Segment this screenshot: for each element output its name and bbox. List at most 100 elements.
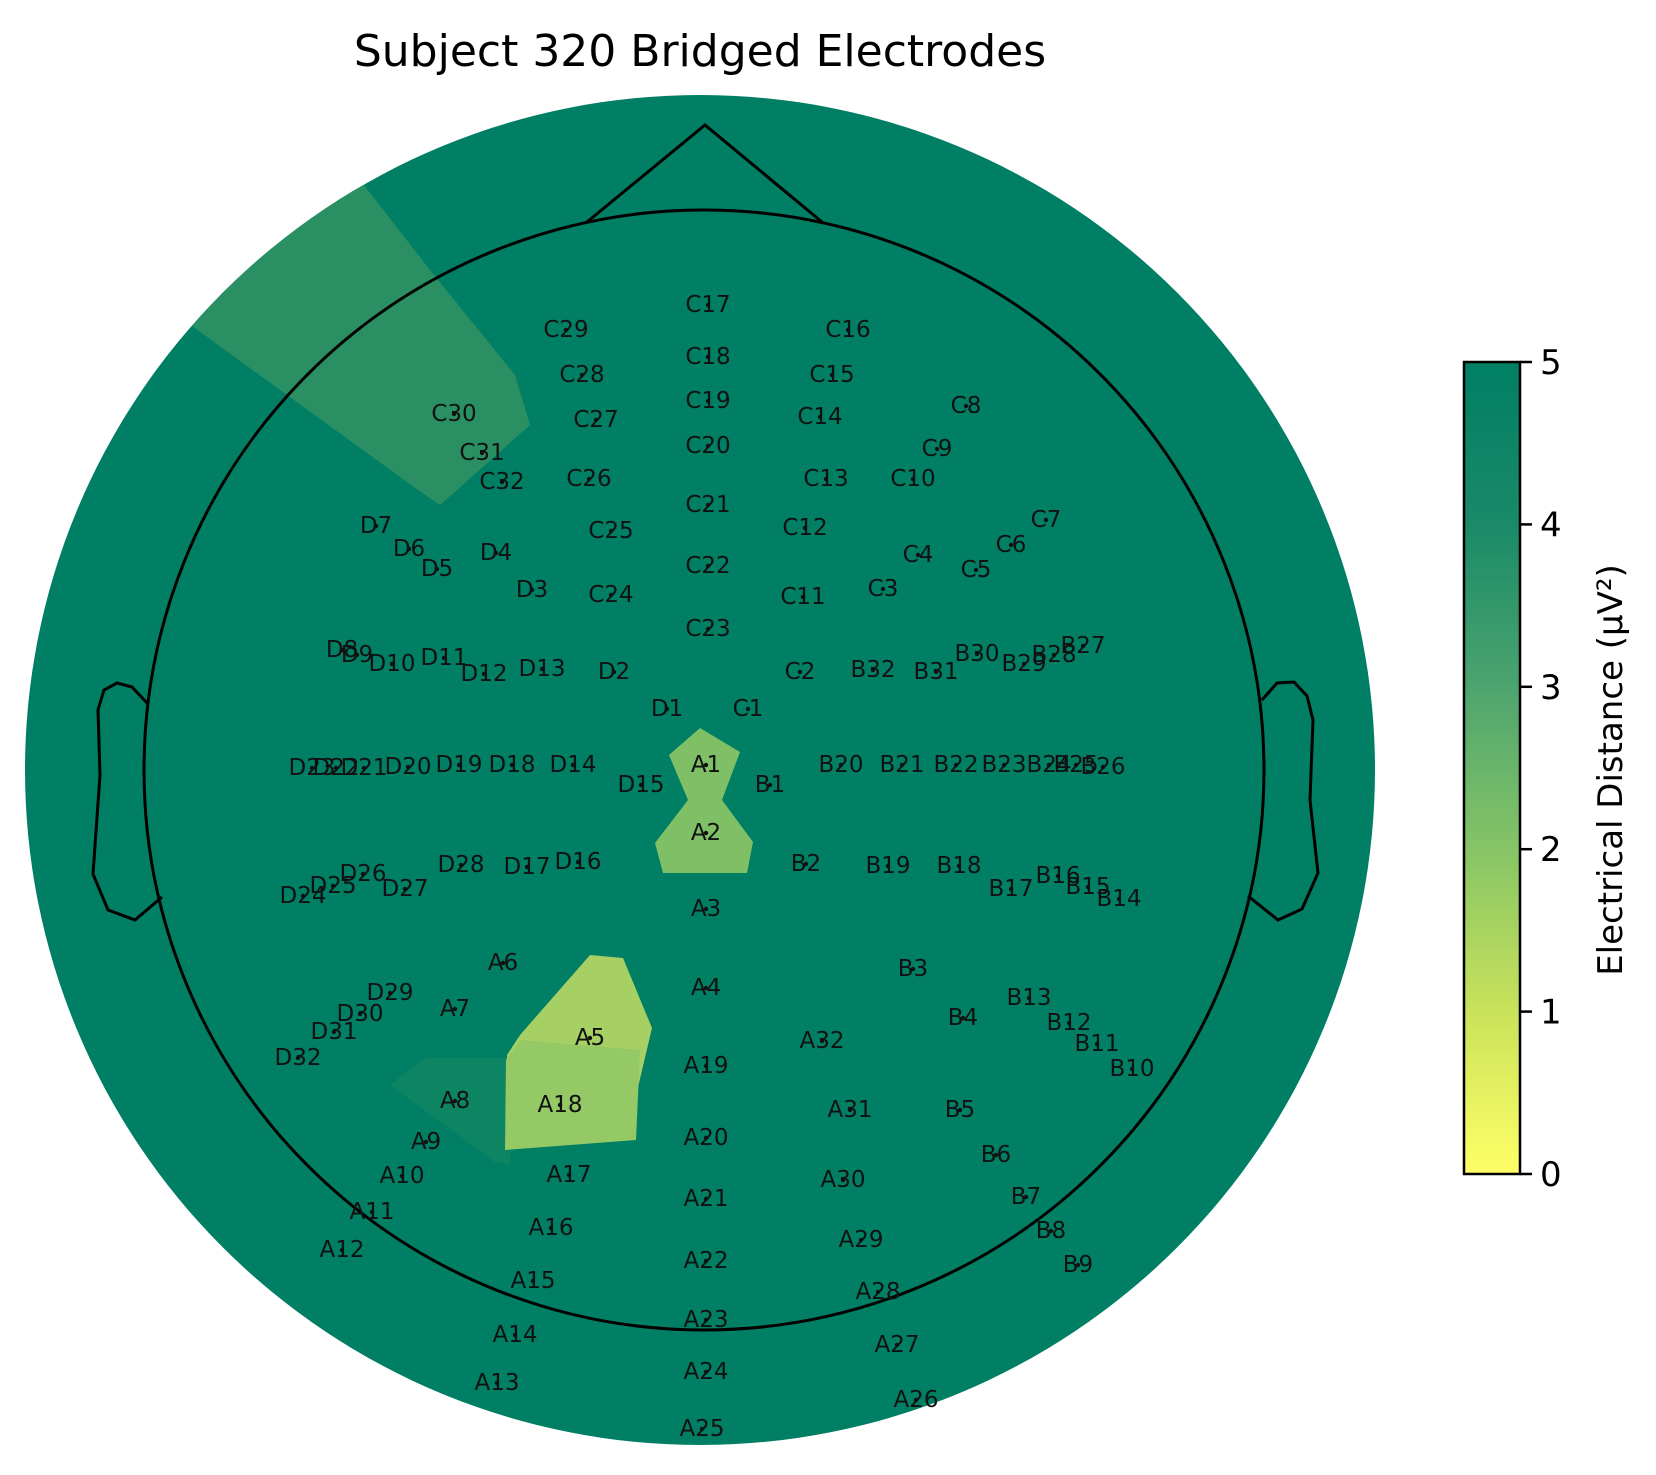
electrode-label: C29 [543, 317, 588, 343]
electrode-label: A16 [528, 1215, 573, 1241]
electrode-label: C10 [890, 466, 935, 492]
electrode-label: D21 [341, 755, 388, 781]
electrode-dot [933, 669, 939, 675]
electrode-label: D14 [550, 752, 597, 778]
electrode-dot [500, 960, 506, 966]
electrode-label: B4 [948, 1005, 978, 1031]
electrode-b25: B25 [1053, 752, 1098, 778]
electrode-label: D23 [289, 755, 336, 781]
electrode-c11: C11 [780, 584, 825, 610]
electrode-c17: C17 [685, 292, 730, 318]
electrode-label: D11 [421, 645, 468, 671]
electrode-dot [817, 414, 823, 420]
electrode-a12: A12 [319, 1237, 364, 1263]
electrode-a1: A1 [691, 752, 721, 778]
electrode-d21: D21 [341, 755, 388, 781]
electrode-label: C2 [785, 659, 816, 685]
electrode-dot [802, 525, 808, 531]
electrode-dot [539, 666, 545, 672]
electrode-dot [910, 966, 916, 972]
electrode-dot [330, 883, 336, 889]
electrode-a26: A26 [893, 1387, 938, 1413]
electrode-label: A12 [319, 1237, 364, 1263]
electrode-dot [703, 985, 709, 991]
electrode-dot [963, 403, 969, 409]
electrode-dot [1021, 661, 1027, 667]
electrode-label: B15 [1065, 874, 1110, 900]
electrode-dot [1100, 764, 1106, 770]
electrode-a31: A31 [827, 1097, 872, 1123]
head-outline [91, 123, 1320, 1332]
electrode-label: B9 [1063, 1252, 1093, 1278]
electrode-dot [360, 871, 366, 877]
electrode-d18: D18 [489, 752, 536, 778]
electrode-label: A10 [379, 1163, 424, 1189]
electrode-dot [354, 652, 360, 658]
electrode-c8: C8 [951, 393, 982, 419]
electrode-dot [295, 1055, 301, 1061]
electrode-d16: D16 [555, 849, 602, 875]
electrode-b29: B29 [1001, 651, 1046, 677]
electrode-d24: D24 [280, 883, 327, 909]
electrode-dot [703, 1258, 709, 1264]
electrode-label: C12 [782, 515, 827, 541]
electrode-c20: C20 [685, 433, 730, 459]
electrode-dot [479, 450, 485, 456]
electrode-d3: D3 [516, 577, 548, 603]
electrode-label: D9 [341, 642, 373, 668]
left-ear [91, 681, 163, 922]
electrode-label: C25 [588, 518, 633, 544]
electrode-label: A9 [411, 1129, 441, 1155]
electrode-b30: B30 [954, 641, 999, 667]
electrode-label: D28 [438, 852, 485, 878]
electrode-dot [913, 1397, 919, 1403]
electrode-dot [405, 764, 411, 770]
head-circle [142, 208, 1266, 1332]
electrode-d25: D25 [310, 873, 357, 899]
electrode-d29: D29 [367, 980, 414, 1006]
electrode-d27: D27 [382, 876, 429, 902]
electrode-dot [703, 1063, 709, 1069]
electrode-label: D16 [555, 849, 602, 875]
electrode-c25: C25 [588, 518, 633, 544]
electrode-c28: C28 [559, 362, 604, 388]
electrode-dot [493, 550, 499, 556]
electrode-dot [529, 587, 535, 593]
colorbar-gradient [1462, 360, 1522, 1176]
electrode-label: D8 [326, 637, 358, 663]
electrode-dot [705, 563, 711, 569]
electrode-b20: B20 [818, 752, 863, 778]
electrode-d20: D20 [385, 754, 432, 780]
electrode-dot [300, 893, 306, 899]
electrode-dot [875, 1289, 881, 1295]
electrode-dot [452, 1006, 458, 1012]
electrode-label: B7 [1011, 1184, 1041, 1210]
electrode-dot [957, 1107, 963, 1113]
electrode-b5: B5 [945, 1097, 975, 1123]
nose [586, 123, 823, 224]
electrode-b31: B31 [913, 659, 958, 685]
colorbar-tick-label: 0 [1540, 1155, 1562, 1195]
electrode-c13: C13 [803, 466, 848, 492]
electrode-c14: C14 [797, 404, 842, 430]
electrode-dot [548, 1225, 554, 1231]
electrode-dot [611, 669, 617, 675]
electrode-label: A1 [691, 752, 721, 778]
electrode-label: B19 [865, 853, 910, 879]
electrode-label: B13 [1006, 985, 1051, 1011]
electrode-d17: D17 [504, 854, 551, 880]
electrode-dot [703, 1135, 709, 1141]
electrode-b26: B26 [1080, 754, 1125, 780]
electrode-label: D27 [382, 876, 429, 902]
electrode-dot [915, 552, 921, 558]
electrode-label: D5 [421, 556, 453, 582]
electrode-dot [512, 1332, 518, 1338]
electrode-dot [803, 861, 809, 867]
electrode-dot [960, 1015, 966, 1021]
colorbar: 0 1 2 3 4 5 Electrical Distance (μV²) [1462, 343, 1631, 1195]
electrode-a7: A7 [440, 996, 470, 1022]
electrode-c31: C31 [459, 440, 504, 466]
electrode-dot [993, 1152, 999, 1158]
electrode-dot [434, 566, 440, 572]
